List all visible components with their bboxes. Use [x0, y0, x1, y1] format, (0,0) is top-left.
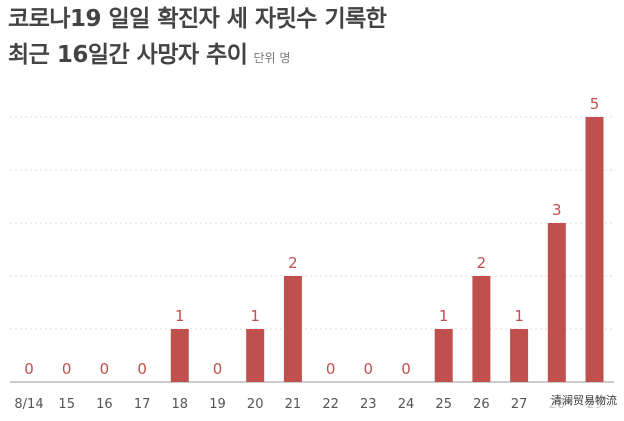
x-tick-label-9: 23: [360, 397, 377, 412]
data-label-7: 2: [288, 254, 298, 272]
x-tick-label-10: 24: [398, 397, 415, 412]
bar-7: [283, 276, 302, 382]
watermark: 清澜贸易物流: [548, 391, 620, 409]
x-tick-label-4: 18: [172, 397, 189, 412]
data-label-9: 0: [364, 360, 374, 378]
bar-15: [585, 117, 604, 382]
x-tick-label-12: 26: [473, 397, 490, 412]
data-label-0: 0: [24, 360, 34, 378]
chart-title-line1: 코로나19 일일 확진자 세 자릿수 기록한: [8, 6, 387, 32]
x-tick-label-7: 21: [285, 397, 302, 412]
bar-4: [170, 329, 189, 382]
chart-title-line2-text: 최근 16일간 사망자 추이: [8, 42, 248, 68]
data-label-4: 1: [175, 307, 185, 325]
bar-12: [472, 276, 491, 382]
bar-13: [510, 329, 529, 382]
chart-title-line2: 최근 16일간 사망자 추이 단위 명: [8, 38, 290, 75]
x-tick-label-8: 22: [322, 397, 339, 412]
x-tick-label-3: 17: [134, 397, 151, 412]
data-label-15: 5: [590, 95, 600, 113]
x-tick-label-1: 15: [58, 397, 75, 412]
x-tick-label-2: 16: [96, 397, 113, 412]
data-label-6: 1: [250, 307, 260, 325]
data-label-13: 1: [514, 307, 524, 325]
data-label-1: 0: [62, 360, 72, 378]
unit-label: 단위 명: [253, 51, 291, 65]
bar-6: [246, 329, 265, 382]
x-tick-label-13: 27: [511, 397, 528, 412]
data-label-14: 3: [552, 201, 562, 219]
x-tick-label-0: 8/14: [14, 397, 43, 412]
data-label-10: 0: [401, 360, 411, 378]
data-label-3: 0: [137, 360, 147, 378]
bar-14: [547, 223, 566, 382]
data-label-2: 0: [100, 360, 110, 378]
x-tick-label-6: 20: [247, 397, 264, 412]
data-label-5: 0: [213, 360, 223, 378]
data-label-8: 0: [326, 360, 336, 378]
bar-11: [434, 329, 453, 382]
data-label-12: 2: [477, 254, 487, 272]
data-label-11: 1: [439, 307, 449, 325]
x-tick-label-5: 19: [209, 397, 226, 412]
x-tick-label-11: 25: [435, 397, 452, 412]
